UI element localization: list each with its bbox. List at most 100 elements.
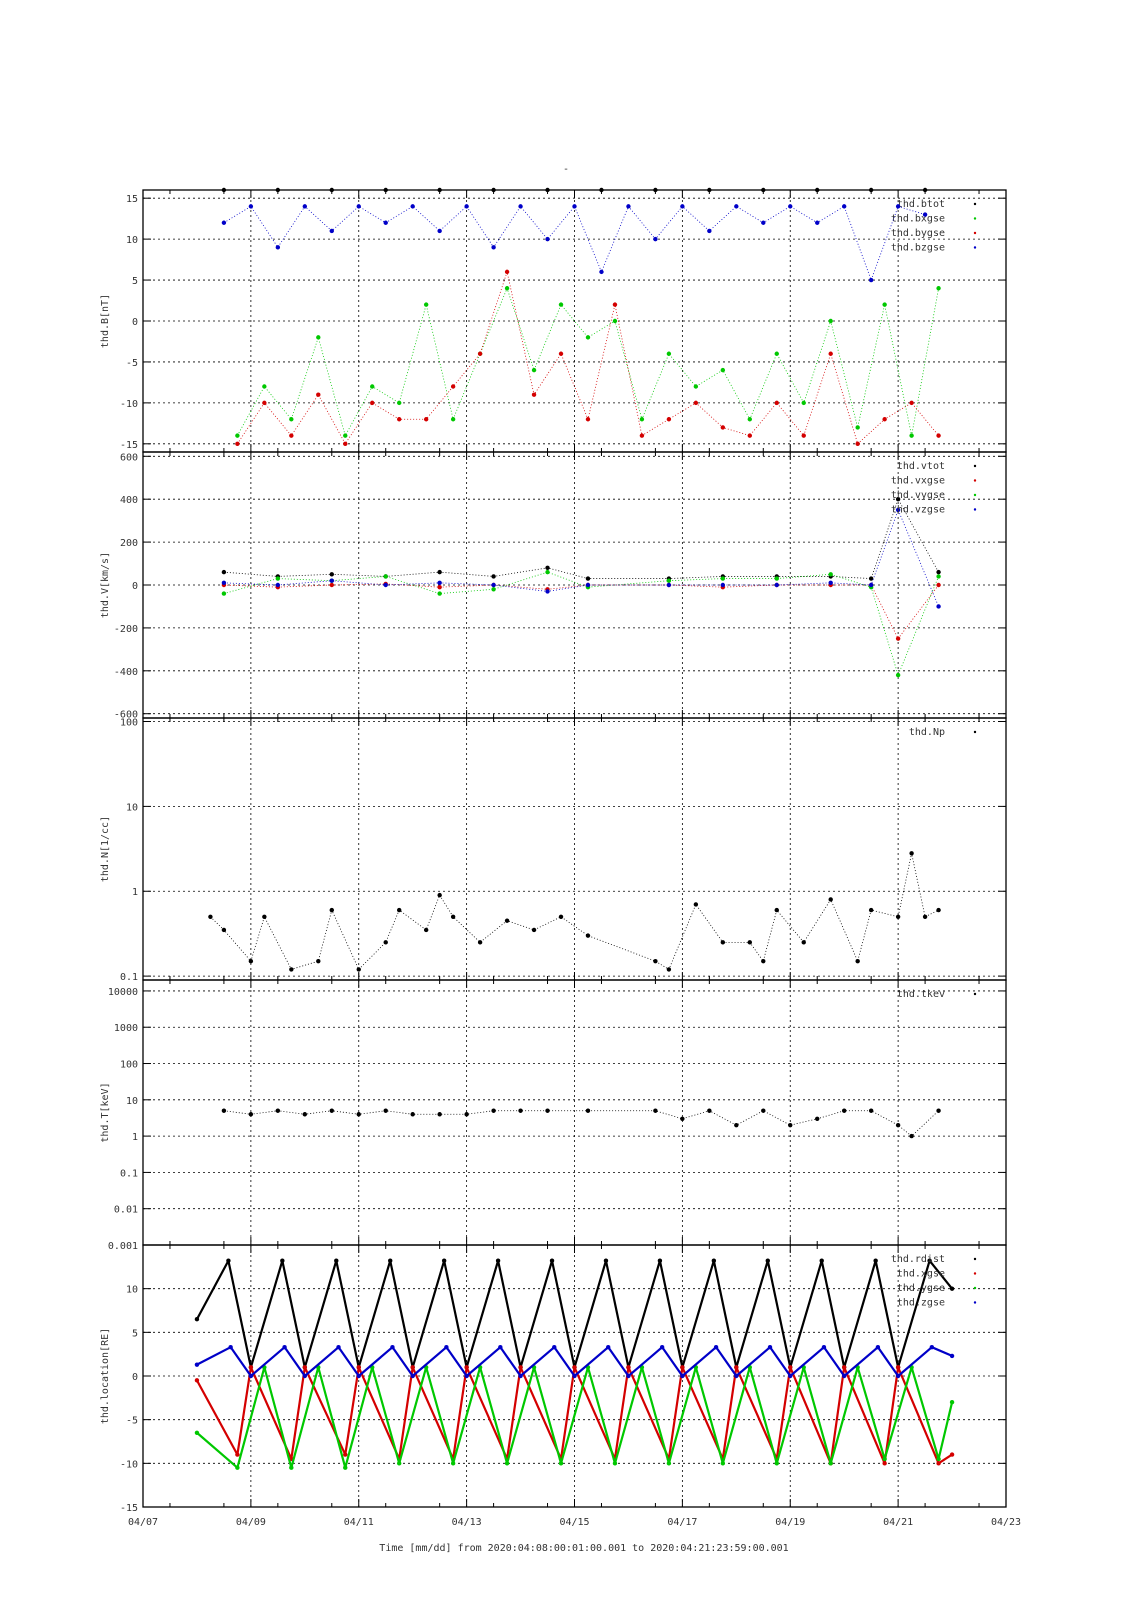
data-point bbox=[388, 1258, 393, 1263]
series-thd-vzgse bbox=[221, 507, 941, 609]
data-point bbox=[572, 1373, 577, 1379]
data-point bbox=[289, 967, 294, 972]
data-point bbox=[248, 204, 254, 209]
data-point bbox=[585, 933, 591, 938]
data-point bbox=[397, 1461, 402, 1466]
data-point bbox=[909, 851, 914, 856]
y-tick-label: 1000 bbox=[114, 1023, 138, 1034]
data-point bbox=[518, 1108, 523, 1113]
data-point bbox=[936, 569, 941, 575]
series-thd-vtot bbox=[221, 496, 941, 581]
data-point bbox=[882, 417, 887, 422]
panel-frame bbox=[142, 1244, 1007, 1508]
data-point bbox=[383, 574, 388, 579]
data-point bbox=[194, 1362, 200, 1367]
y-tick-label: 1 bbox=[132, 887, 138, 898]
data-point bbox=[929, 1344, 935, 1350]
data-point bbox=[774, 582, 779, 588]
data-point bbox=[491, 245, 496, 250]
legend-label: thd.vxgse bbox=[891, 476, 945, 487]
x-tick-label: 04/13 bbox=[452, 1517, 482, 1528]
data-point bbox=[289, 417, 294, 422]
data-point bbox=[280, 1258, 285, 1263]
data-point bbox=[289, 433, 294, 438]
data-point bbox=[626, 204, 631, 209]
legend-marker bbox=[973, 1301, 977, 1304]
data-point bbox=[423, 302, 429, 307]
data-point bbox=[774, 576, 779, 581]
data-point bbox=[316, 958, 321, 964]
shared-time-axis: 04/07 04/09 04/11 04/13 04/15 04/17 04/19 04/21… bbox=[128, 1517, 1021, 1528]
data-point bbox=[828, 318, 833, 324]
data-point bbox=[612, 318, 618, 324]
data-point bbox=[855, 441, 860, 447]
data-point bbox=[498, 1344, 503, 1350]
data-point bbox=[841, 1365, 847, 1370]
data-point bbox=[761, 220, 766, 225]
legend-marker bbox=[973, 992, 977, 996]
chart-panels: 151050-5-10-15thd.btotthd.bxgsethd.bygse… bbox=[100, 187, 1007, 1514]
data-point bbox=[761, 958, 766, 964]
data-point bbox=[680, 204, 685, 209]
data-point bbox=[639, 433, 645, 438]
series-thd-zgse bbox=[194, 1344, 955, 1379]
data-point bbox=[666, 578, 672, 583]
data-point bbox=[882, 302, 887, 307]
data-point bbox=[873, 1258, 878, 1263]
data-point bbox=[558, 1461, 564, 1466]
data-point bbox=[558, 351, 564, 356]
data-point bbox=[437, 584, 442, 590]
y-tick-label: 5 bbox=[132, 276, 138, 287]
data-point bbox=[437, 228, 442, 234]
data-point bbox=[612, 302, 618, 307]
data-point bbox=[518, 1365, 523, 1370]
data-point bbox=[397, 417, 402, 422]
y-tick-label: 200 bbox=[120, 538, 138, 549]
data-point bbox=[788, 204, 793, 209]
series-thd-bzgse bbox=[221, 204, 928, 283]
data-point bbox=[289, 1465, 294, 1470]
x-tick-label: 04/15 bbox=[559, 1517, 589, 1528]
data-point bbox=[949, 1286, 955, 1291]
data-point bbox=[545, 1108, 550, 1113]
data-point bbox=[464, 1373, 469, 1379]
data-point bbox=[895, 204, 901, 209]
legend-marker bbox=[973, 1257, 977, 1261]
data-point bbox=[666, 351, 672, 356]
data-point bbox=[788, 1373, 793, 1379]
data-point bbox=[397, 400, 402, 406]
data-point bbox=[228, 1344, 233, 1350]
data-point bbox=[720, 1461, 726, 1466]
y-tick-label: 0.001 bbox=[108, 1241, 138, 1252]
data-point bbox=[572, 204, 577, 209]
data-point bbox=[302, 204, 308, 209]
y-tick-label: 600 bbox=[120, 452, 138, 463]
data-point bbox=[585, 582, 591, 588]
data-point bbox=[895, 1365, 901, 1370]
legend-marker bbox=[973, 464, 977, 468]
data-point bbox=[949, 1400, 955, 1405]
y-tick-label: 5 bbox=[132, 1328, 138, 1339]
y-axis-label: thd.location[RE] bbox=[100, 1328, 111, 1424]
data-point bbox=[841, 1108, 847, 1113]
data-point bbox=[549, 1258, 555, 1263]
data-point bbox=[922, 212, 928, 217]
data-point bbox=[464, 1112, 469, 1117]
data-point bbox=[383, 582, 388, 588]
data-point bbox=[356, 1373, 361, 1379]
data-point bbox=[477, 940, 483, 945]
data-point bbox=[336, 1344, 341, 1350]
data-point bbox=[383, 1108, 388, 1113]
data-point bbox=[221, 591, 227, 596]
data-point bbox=[680, 1365, 685, 1370]
data-point bbox=[572, 1365, 577, 1370]
series-thd-ygse bbox=[194, 1365, 955, 1470]
y-tick-label: 0.1 bbox=[120, 972, 138, 983]
data-point bbox=[936, 1456, 941, 1462]
legend-label: thd.bxgse bbox=[891, 214, 945, 225]
data-point bbox=[383, 220, 388, 225]
y-tick-label: 10 bbox=[126, 1285, 138, 1296]
legend-label: thd.rdist bbox=[891, 1254, 945, 1265]
data-point bbox=[477, 351, 483, 356]
data-point bbox=[801, 940, 806, 945]
